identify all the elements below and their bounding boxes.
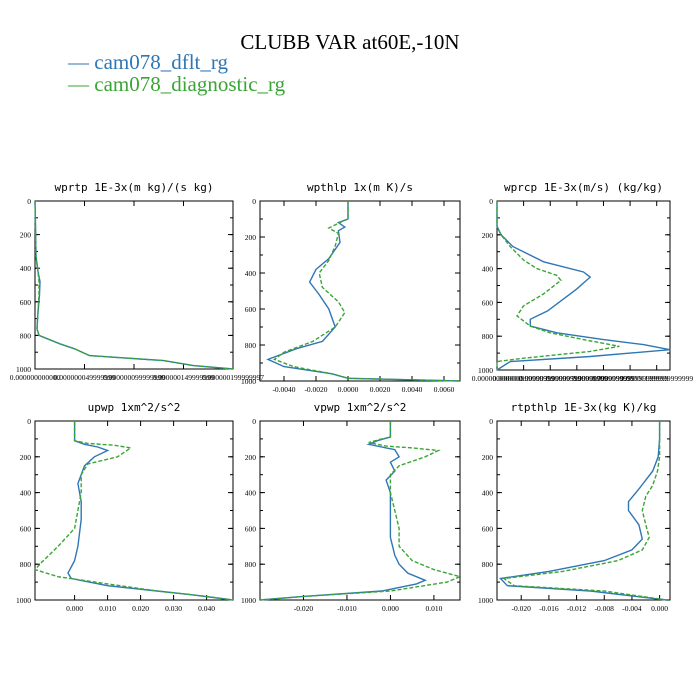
y-tick-label-3-3: 600 (20, 524, 32, 533)
y-tick-label-5-5: 1000 (478, 596, 493, 605)
y-tick-label-3-1: 200 (20, 453, 32, 462)
x-tick-label-3-2: 0.020 (132, 604, 149, 613)
y-tick-label-1-1: 200 (245, 233, 257, 242)
series-line-0-dflt (34, 200, 234, 370)
y-tick-label-4-3: 600 (245, 524, 257, 533)
figure-title: CLUBB VAR at60E,-10N (240, 30, 460, 54)
x-tick-label-4-3: 0.010 (425, 604, 442, 613)
x-tick-label-2-0: 0.000000000000 (472, 374, 523, 383)
legend-label-dflt: cam078_dflt_rg (94, 50, 229, 74)
x-tick-label-5-4: -0.004 (622, 604, 642, 613)
x-tick-label-2-5: 0.0000099999999999999 (592, 374, 669, 383)
y-tick-label-2-4: 800 (482, 332, 494, 341)
x-tick-label-3-4: 0.040 (198, 604, 215, 613)
x-tick-label-0-4: 0.000000199999997 (202, 373, 264, 382)
plot-frame-0 (34, 200, 234, 370)
plot-title-1: wpthlp 1x(m K)/s (307, 181, 413, 194)
x-tick-label-4-2: 0.000 (382, 604, 399, 613)
y-tick-label-0-2: 400 (20, 264, 32, 273)
x-tick-label-5-1: -0.016 (539, 604, 559, 613)
y-tick-label-0-0: 0 (27, 197, 31, 206)
x-tick-label-2-1: 0.000001999999999 (493, 374, 555, 383)
y-tick-label-1-0: 0 (252, 197, 256, 206)
x-tick-label-0-3: 0.000000149999999 (153, 373, 215, 382)
series-line-4-dflt (259, 421, 428, 601)
y-tick-label-2-0: 0 (489, 197, 493, 206)
y-tick-label-5-2: 400 (482, 489, 494, 498)
y-tick-label-0-3: 600 (20, 298, 32, 307)
series-line-1-dflt (266, 201, 461, 382)
series-line-4-diagnostic (259, 421, 463, 601)
y-tick-label-3-2: 400 (20, 489, 32, 498)
series-line-5-diagnostic (501, 421, 667, 601)
plot-title-2: wprcp 1E-3x(m/s) (kg/kg) (504, 181, 663, 194)
series-line-3-diagnostic (33, 421, 234, 601)
series-line-2-dflt (496, 201, 671, 371)
x-tick-label-1-4: 0.0040 (402, 385, 423, 394)
plot-frame-4 (259, 420, 461, 601)
x-tick-label-5-3: -0.008 (595, 604, 615, 613)
y-tick-label-1-5: 1000 (241, 377, 256, 386)
y-tick-label-0-4: 800 (20, 331, 32, 340)
y-tick-label-0-5: 1000 (16, 365, 31, 374)
y-tick-label-5-0: 0 (489, 417, 493, 426)
series-line-0-diagnostic (34, 200, 234, 370)
y-tick-label-4-0: 0 (252, 417, 256, 426)
y-tick-label-5-4: 800 (482, 560, 494, 569)
plot-frame-3 (34, 420, 234, 601)
y-tick-label-4-1: 200 (245, 453, 257, 462)
x-tick-label-1-3: 0.0020 (370, 385, 391, 394)
x-tick-label-3-1: 0.010 (99, 604, 116, 613)
y-tick-label-5-1: 200 (482, 453, 494, 462)
x-tick-label-5-2: -0.012 (567, 604, 587, 613)
plot-title-5: rtpthlp 1E-3x(kg K)/kg (511, 401, 657, 414)
x-tick-label-1-2: 0.0000 (338, 385, 359, 394)
series-line-1-diagnostic (272, 201, 461, 382)
y-tick-label-4-4: 800 (245, 560, 257, 569)
plot-title-0: wprtp 1E-3x(m kg)/(s kg) (55, 181, 214, 194)
y-tick-label-2-5: 1000 (478, 366, 493, 375)
x-tick-label-2-6: 0.000011999999999999 (620, 374, 693, 383)
x-tick-label-0-2: 0.000000099999999 (103, 373, 165, 382)
x-tick-label-3-3: 0.030 (165, 604, 182, 613)
legend-label-diagnostic: cam078_diagnostic_rg (94, 72, 286, 96)
x-tick-label-1-1: -0.0020 (304, 385, 327, 394)
x-tick-label-1-5: 0.0060 (434, 385, 455, 394)
legend-entry-diagnostic: — cam078_diagnostic_rg (68, 72, 286, 96)
y-tick-label-4-2: 400 (245, 489, 257, 498)
series-line-2-diagnostic (496, 201, 620, 370)
x-tick-label-1-0: -0.0040 (272, 385, 295, 394)
y-tick-label-3-5: 1000 (16, 596, 31, 605)
y-tick-label-2-1: 200 (482, 231, 494, 240)
plot-title-4: vpwp 1xm^2/s^2 (314, 401, 407, 414)
x-tick-label-4-1: -0.010 (337, 604, 357, 613)
series-line-5-dflt (499, 421, 667, 601)
y-tick-label-0-1: 200 (20, 231, 32, 240)
x-tick-label-5-0: -0.020 (512, 604, 532, 613)
x-tick-label-0-1: 0.000000049999999 (54, 373, 116, 382)
y-tick-label-4-5: 1000 (241, 596, 256, 605)
x-tick-label-3-0: 0.000 (66, 604, 83, 613)
x-tick-label-2-3: 0.000005999999999 (546, 374, 608, 383)
series-line-3-dflt (67, 421, 234, 601)
y-tick-label-1-2: 400 (245, 269, 257, 278)
y-tick-label-2-3: 600 (482, 298, 494, 307)
y-tick-label-2-2: 400 (482, 265, 494, 274)
plot-frame-5 (496, 420, 671, 601)
x-tick-label-5-5: 0.000 (651, 604, 668, 613)
plot-frame-1 (259, 200, 461, 382)
x-tick-label-0-0: 0.000000000000 (10, 373, 61, 382)
plot-title-3: upwp 1xm^2/s^2 (88, 401, 181, 414)
y-tick-label-3-4: 800 (20, 560, 32, 569)
y-tick-label-3-0: 0 (27, 417, 31, 426)
y-tick-label-1-4: 800 (245, 341, 257, 350)
x-tick-label-2-2: 0.000003999999999 (519, 374, 581, 383)
y-tick-label-5-3: 600 (482, 524, 494, 533)
x-tick-label-4-0: -0.020 (294, 604, 314, 613)
legend-entry-dflt: — cam078_dflt_rg (68, 50, 229, 74)
y-tick-label-1-3: 600 (245, 305, 257, 314)
x-tick-label-2-4: 0.000007999999999 (573, 374, 635, 383)
